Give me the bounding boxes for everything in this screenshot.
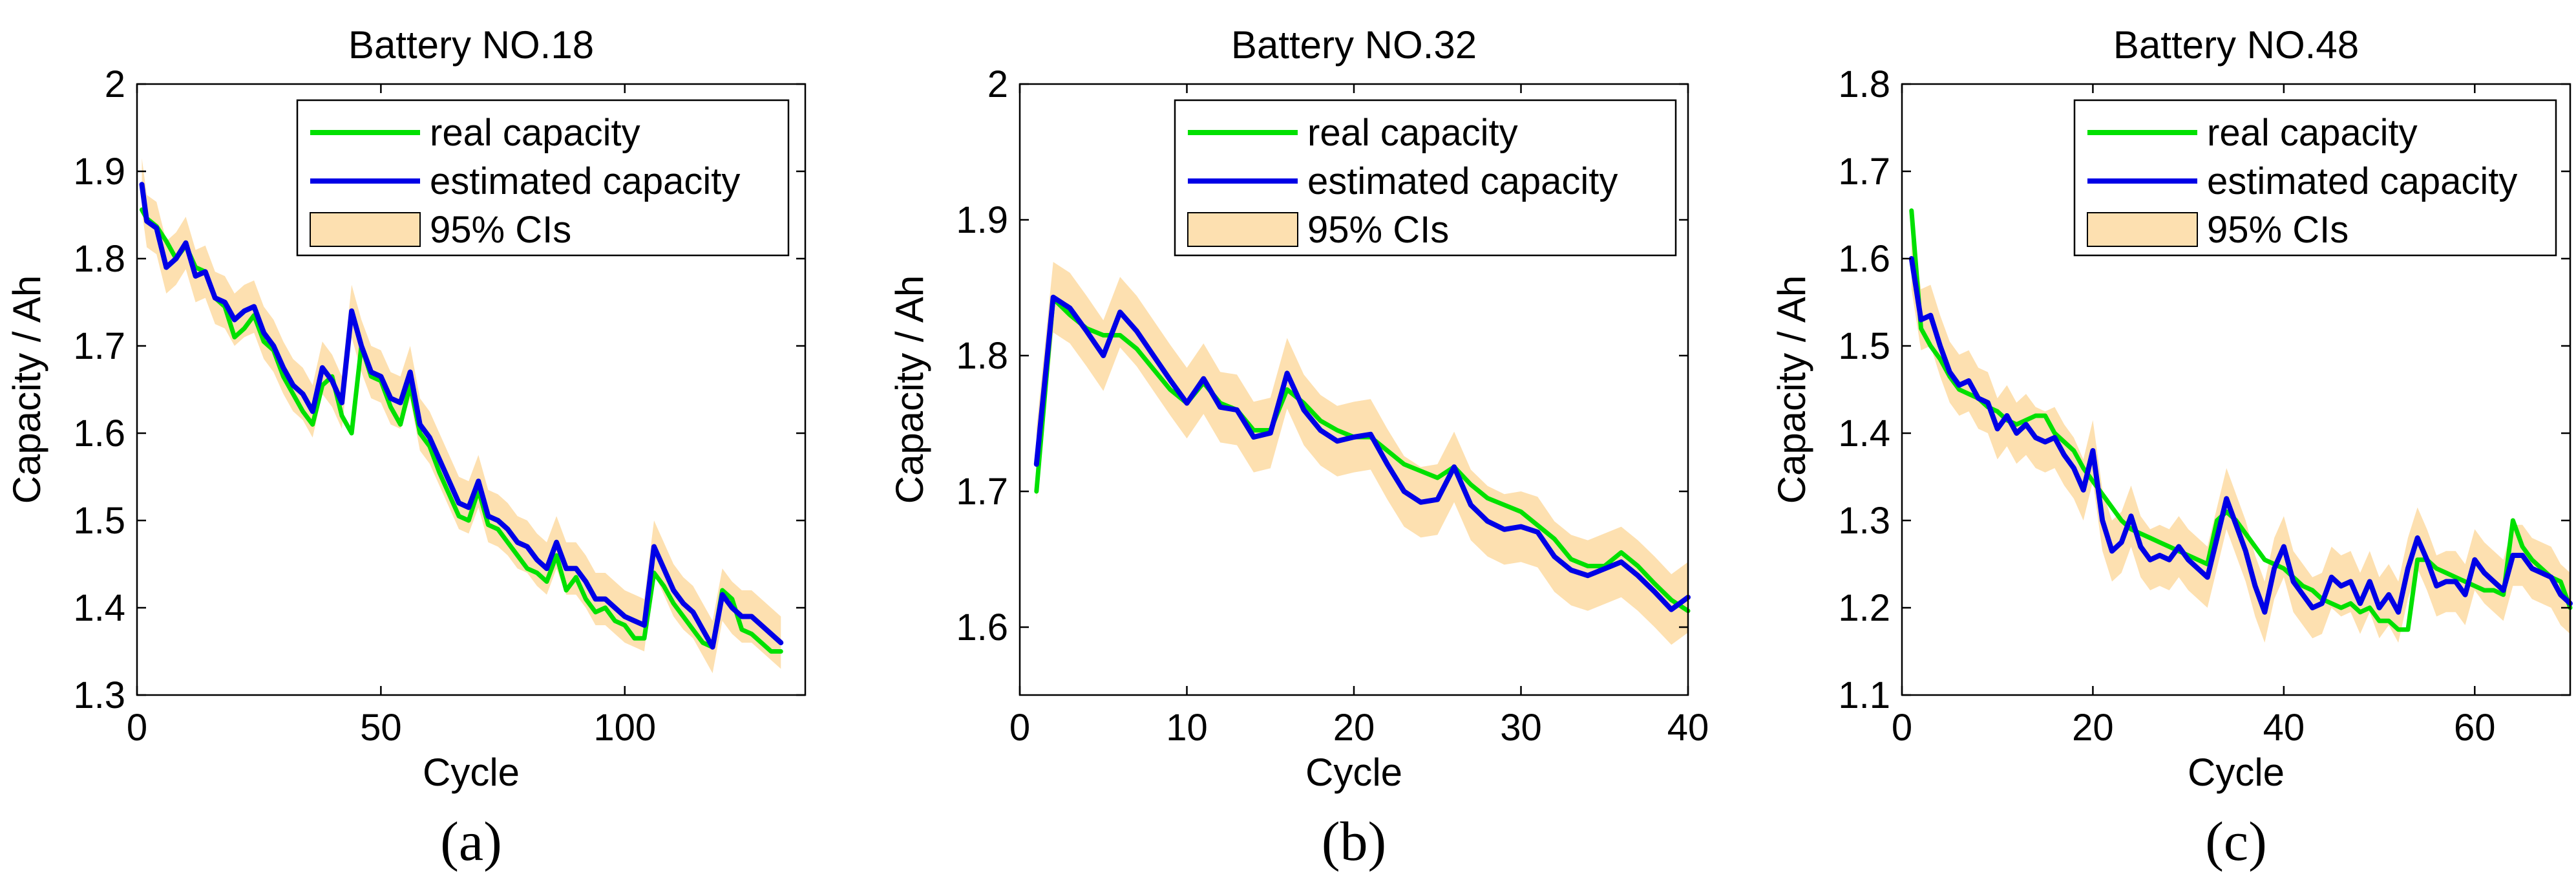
y-tick-label: 1.3	[73, 674, 125, 716]
y-tick-label: 1.8	[73, 238, 125, 280]
y-tick-label: 1.9	[956, 199, 1008, 241]
series-line-real	[1909, 208, 2573, 632]
y-tick-label: 1.8	[956, 335, 1008, 377]
legend-entry-real: real capacity	[2207, 112, 2418, 154]
x-axis-label: Cycle	[423, 751, 520, 794]
chart-title: Battery NO.48	[2113, 23, 2359, 67]
y-tick-label: 1.5	[73, 500, 125, 542]
legend: real capacity estimated capacity 95% CIs	[1174, 99, 1677, 257]
x-tick-label: 0	[1892, 707, 1912, 749]
x-axis-label: Cycle	[1305, 751, 1402, 794]
panel-a: 0 50 100 1.3 1.4 1.5 1.6 1.7 1.8 1.9 2 Battery NO.…	[5, 23, 807, 872]
ci-band	[1911, 228, 2570, 643]
y-tick-label: 1.9	[73, 151, 125, 193]
series-line-real	[140, 207, 783, 654]
y-axis-label: Capacity / Ah	[888, 275, 931, 504]
panel-c: 0 20 40 60 1.1 1.2 1.3 1.4 1.5 1.6 1.7 1.8 Battery …	[1770, 23, 2573, 872]
y-tick-label: 1.6	[73, 412, 125, 455]
series-line-estimated	[139, 182, 784, 650]
x-tick-label: 10	[1166, 707, 1208, 749]
y-tick-label: 1.4	[1838, 412, 1890, 455]
plot-frame	[136, 83, 807, 696]
x-tick-label: 30	[1500, 707, 1542, 749]
y-tick-label: 1.7	[956, 471, 1008, 513]
x-tick-label: 20	[2072, 707, 2114, 749]
x-tick-label: 40	[2263, 707, 2305, 749]
x-tick-label: 0	[127, 707, 147, 749]
y-tick-label: 1.6	[1838, 238, 1890, 280]
legend-swatch-ci	[2087, 212, 2198, 247]
legend-entry-estimated: estimated capacity	[430, 160, 740, 202]
ci-band	[1036, 262, 1688, 645]
legend-entry-ci: 95% CIs	[1307, 209, 1449, 251]
x-tick-label: 60	[2454, 707, 2496, 749]
y-tick-label: 1.1	[1838, 674, 1890, 716]
x-tick-label: 0	[1009, 707, 1030, 749]
legend-entry-real: real capacity	[1307, 112, 1518, 154]
panel-label: (b)	[1322, 810, 1386, 872]
legend-entry-estimated: estimated capacity	[2207, 160, 2517, 202]
legend-entry-ci: 95% CIs	[430, 209, 571, 251]
y-axis-label: Capacity / Ah	[1770, 275, 1813, 504]
legend: real capacity estimated capacity 95% CIs	[296, 99, 790, 257]
y-tick-label: 1.8	[1838, 63, 1890, 105]
x-tick-label: 50	[360, 707, 402, 749]
legend-entry-estimated: estimated capacity	[1307, 160, 1618, 202]
chart-title: Battery NO.18	[348, 23, 594, 67]
x-axis-label: Cycle	[2188, 751, 2285, 794]
x-tick-label: 40	[1667, 707, 1709, 749]
y-tick-label: 1.5	[1838, 325, 1890, 367]
y-tick-label: 1.2	[1838, 587, 1890, 629]
legend-entry-real: real capacity	[430, 112, 640, 154]
y-tick-label: 2	[987, 63, 1008, 105]
legend-swatch-ci	[310, 212, 421, 247]
x-tick-label: 20	[1333, 707, 1375, 749]
legend-swatch-ci	[1187, 212, 1298, 247]
y-tick-label: 1.3	[1838, 500, 1890, 542]
panel-b: 0 10 20 30 40 1.6 1.7 1.8 1.9 2 Battery NO.32 Cyc…	[888, 23, 1709, 872]
y-tick-label: 1.7	[73, 325, 125, 367]
plot-frame	[1901, 83, 2571, 696]
series-line-estimated	[1033, 294, 1691, 612]
y-tick-label: 1.6	[956, 606, 1008, 648]
panel-label: (c)	[2205, 810, 2266, 872]
y-tick-label: 1.7	[1838, 151, 1890, 193]
y-tick-label: 1.4	[73, 587, 125, 629]
legend: real capacity estimated capacity 95% CIs	[2073, 99, 2557, 257]
legend-entry-ci: 95% CIs	[2207, 209, 2349, 251]
series-line-estimated	[1908, 256, 2573, 615]
panel-label: (a)	[440, 810, 501, 872]
chart-title: Battery NO.32	[1231, 23, 1477, 67]
y-axis-label: Capacity / Ah	[5, 275, 48, 504]
x-tick-label: 100	[593, 707, 656, 749]
y-tick-label: 2	[105, 63, 125, 105]
